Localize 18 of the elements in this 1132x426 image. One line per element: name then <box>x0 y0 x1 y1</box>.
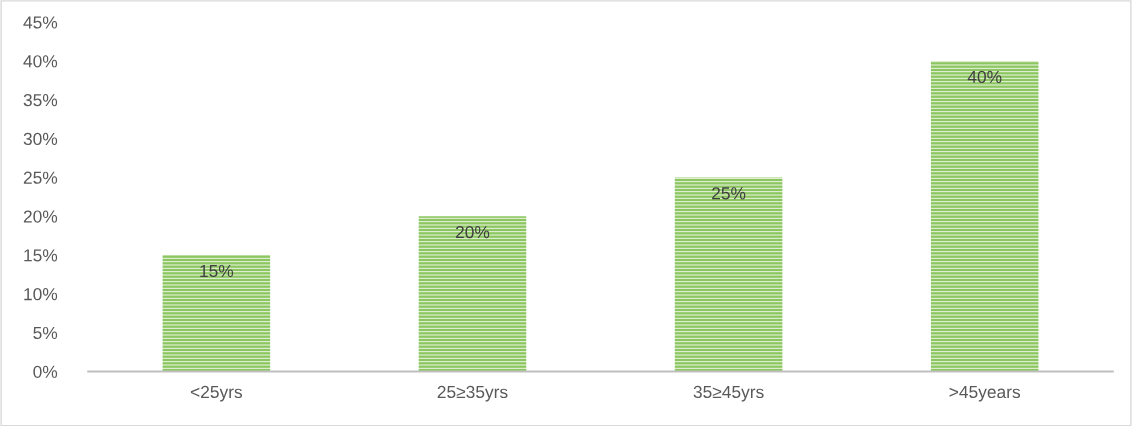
y-tick-label: 15% <box>24 249 58 262</box>
y-tick-label: 5% <box>33 326 58 340</box>
x-tick-label: 25≥35yrs <box>437 385 508 402</box>
bar <box>930 60 1039 372</box>
x-tick-label: <25yrs <box>190 385 243 402</box>
y-tick-label: 45% <box>23 16 58 29</box>
y-tick-label: 0% <box>33 365 58 378</box>
x-tick-label: 35≥45yrs <box>693 385 764 402</box>
y-tick-label: 35% <box>23 93 58 107</box>
bar <box>674 177 783 372</box>
bar <box>162 255 271 372</box>
y-tick-label: 20% <box>23 210 58 223</box>
y-tick-label: 25% <box>23 171 58 184</box>
x-tick-label: >45years <box>949 386 1021 402</box>
y-tick-label: 30% <box>23 132 58 146</box>
y-tick-label: 10% <box>24 288 58 301</box>
y-tick-label: 40% <box>23 55 58 68</box>
bar <box>418 216 527 372</box>
